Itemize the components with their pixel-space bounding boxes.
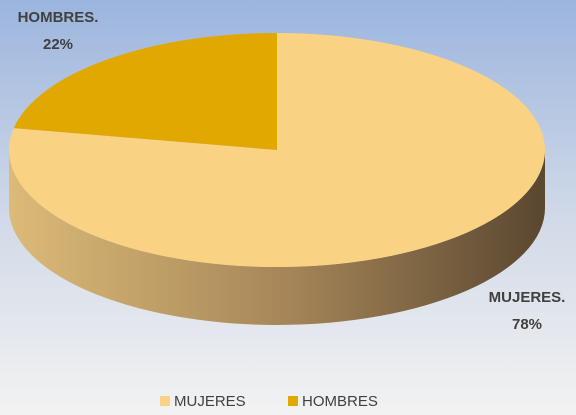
pie-slice	[9, 33, 546, 267]
legend-label: HOMBRES	[302, 393, 378, 410]
pie-side	[9, 150, 545, 325]
data-label: 22%	[43, 36, 73, 53]
pie-slice	[13, 33, 278, 150]
data-label-name: MUJERES.	[489, 289, 566, 306]
legend-swatch	[160, 396, 170, 406]
legend-label: MUJERES	[174, 393, 246, 410]
legend-swatch	[288, 396, 298, 406]
data-label-name: HOMBRES.	[18, 9, 99, 26]
data-label: 78%	[512, 316, 542, 333]
